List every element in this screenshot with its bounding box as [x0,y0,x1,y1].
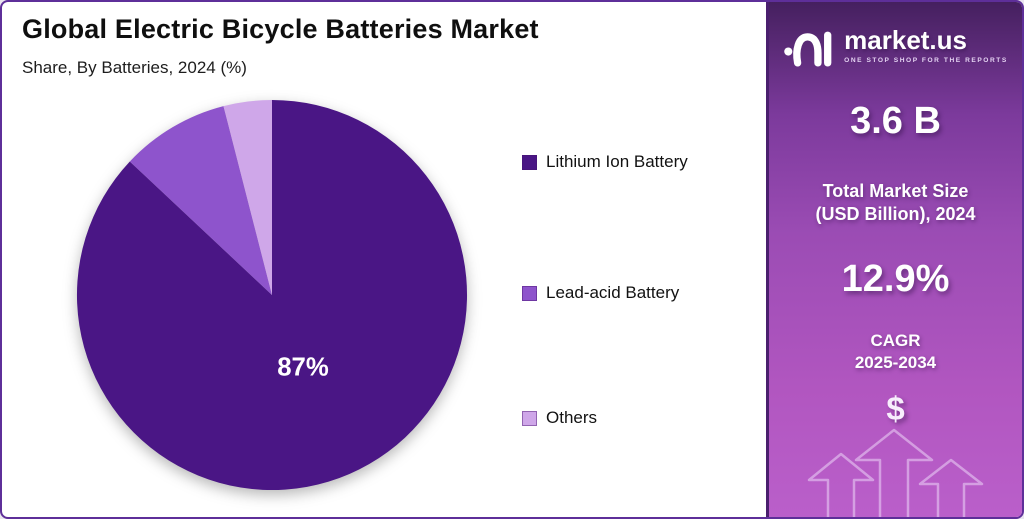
pie-slice-lead-acid-battery [129,106,272,295]
legend-label: Lithium Ion Battery [546,152,688,171]
legend-item-others: Others [522,408,597,428]
legend-item-lithium-ion: Lithium Ion Battery [522,152,688,172]
dollar-icon: $ [886,390,905,427]
page-subtitle: Share, By Batteries, 2024 (%) [22,58,247,77]
stat-label-line: (USD Billion), 2024 [815,204,976,225]
stat-cagr-value: 12.9% [841,258,950,300]
growth-arrows-icon [807,428,984,517]
pie-chart: 87% [76,99,468,491]
legend-swatch-lead-acid [522,285,537,301]
legend-swatch-others [522,410,537,426]
market-us-logo-icon [784,31,832,67]
page-title: Global Electric Bicycle Batteries Market [22,14,539,44]
pie-slice-others [223,99,272,295]
brand-panel: market.us ONE STOP SHOP FOR THE REPORTS … [766,2,1022,517]
legend-item-lead-acid: Lead-acid Battery [522,283,679,303]
stat-label-line: CAGR [870,331,921,350]
brand-name: market.us [844,24,967,55]
stat-market-size-label: Total Market Size (USD Billion), 2024 [769,180,1022,226]
pie-slice-lithium-ion-battery [76,99,468,491]
legend-label: Others [546,408,598,427]
brand-tagline: ONE STOP SHOP FOR THE REPORTS [844,56,1008,64]
stat-cagr-label: CAGR 2025-2034 [769,330,1022,374]
legend-swatch-lithium-ion [522,154,537,170]
stat-market-size-value: 3.6 B [850,100,941,142]
pie-value-label: 87% [277,353,329,381]
stat-label-line: Total Market Size [822,181,969,201]
legend-label: Lead-acid Battery [546,283,680,302]
stat-label-line: 2025-2034 [854,352,937,372]
brand-logo: market.us ONE STOP SHOP FOR THE REPORTS [769,22,1022,68]
